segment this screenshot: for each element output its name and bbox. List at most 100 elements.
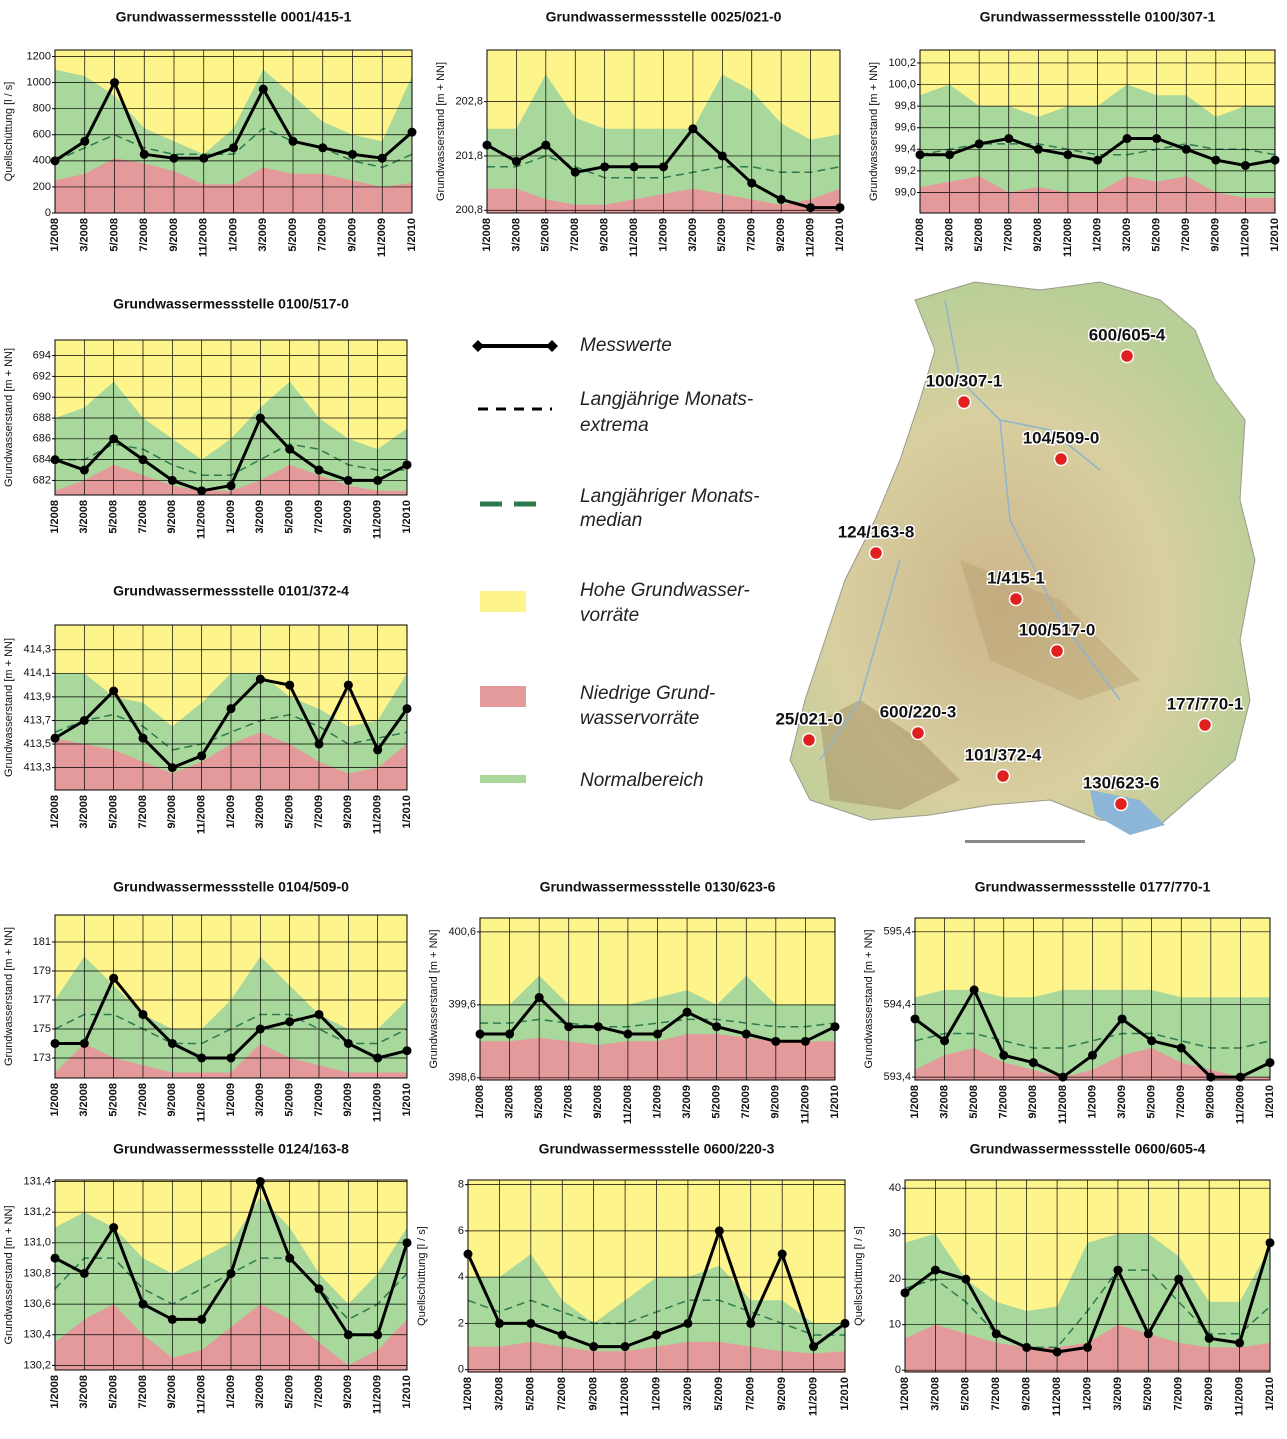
x-tick-label: 3/2008 xyxy=(943,218,955,252)
chart-title: Grundwassermessstelle 0600/605-4 xyxy=(970,1141,1206,1157)
measured-point xyxy=(747,179,756,188)
x-tick-label: 1/2010 xyxy=(1264,1377,1276,1411)
x-tick-label: 1/2008 xyxy=(49,795,61,829)
x-tick-label: 5/2009 xyxy=(711,1085,723,1119)
legend-label: Langjährige Monats- xyxy=(580,389,753,410)
x-tick-label: 11/2009 xyxy=(807,1377,819,1416)
measured-point xyxy=(600,162,609,171)
x-tick-label: 7/2008 xyxy=(137,1083,149,1117)
measured-point xyxy=(315,1010,324,1019)
measured-point xyxy=(809,1342,818,1351)
x-tick-label: 1/2008 xyxy=(481,218,493,252)
y-tick-label: 131,2 xyxy=(23,1206,51,1218)
x-tick-label: 11/2009 xyxy=(376,218,388,257)
measured-point xyxy=(229,143,238,152)
x-tick-label: 5/2008 xyxy=(108,795,120,829)
measured-point xyxy=(139,455,148,464)
measured-point xyxy=(344,476,353,485)
y-tick-label: 399,6 xyxy=(448,999,476,1011)
x-tick-label: 11/2009 xyxy=(1239,218,1251,257)
legend-label: wasservorräte xyxy=(580,708,699,729)
measured-point xyxy=(535,993,544,1002)
measured-point xyxy=(373,745,382,754)
measured-point xyxy=(1205,1334,1214,1343)
measured-point xyxy=(571,168,580,177)
y-tick-label: 682 xyxy=(33,474,51,486)
x-tick-label: 3/2008 xyxy=(78,1083,90,1117)
measured-point xyxy=(168,476,177,485)
x-tick-label: 9/2009 xyxy=(1210,218,1222,252)
chart: Grundwassermessstelle 0600/220-3Quellsch… xyxy=(416,1141,851,1416)
measured-point xyxy=(378,154,387,163)
x-tick-label: 7/2009 xyxy=(313,1083,325,1117)
x-tick-label: 11/2008 xyxy=(1057,1085,1069,1124)
scale-bar xyxy=(965,840,1085,843)
measured-point xyxy=(1113,1266,1122,1275)
x-tick-label: 5/2009 xyxy=(716,218,728,252)
x-tick-label: 11/2009 xyxy=(372,1083,384,1122)
x-tick-label: 1/2009 xyxy=(225,500,237,534)
page: MesswerteLangjährige Monats-extremaLangj… xyxy=(0,0,1287,1439)
chart: Grundwassermessstelle 0100/517-0Grundwas… xyxy=(3,296,413,539)
y-tick-label: 100,0 xyxy=(888,78,916,90)
measured-point xyxy=(256,675,265,684)
x-tick-label: 9/2008 xyxy=(168,218,180,252)
measured-point xyxy=(285,1254,294,1263)
measured-point xyxy=(80,466,89,475)
x-tick-label: 11/2009 xyxy=(372,795,384,834)
x-tick-label: 3/2008 xyxy=(938,1085,950,1119)
y-tick-label: 400 xyxy=(33,155,51,167)
x-tick-label: 11/2009 xyxy=(804,218,816,257)
x-tick-label: 3/2008 xyxy=(78,1375,90,1409)
y-tick-label: 130,8 xyxy=(23,1267,51,1279)
x-tick-label: 7/2009 xyxy=(1175,1085,1187,1119)
x-tick-label: 9/2009 xyxy=(346,218,358,252)
x-tick-label: 9/2009 xyxy=(342,795,354,829)
measured-point xyxy=(715,1226,724,1235)
measured-point xyxy=(505,1030,514,1039)
measured-point xyxy=(197,751,206,760)
station-dot xyxy=(958,396,971,409)
x-tick-label: 1/2009 xyxy=(1091,218,1103,252)
x-tick-label: 3/2009 xyxy=(254,1083,266,1117)
x-tick-label: 7/2009 xyxy=(313,1375,325,1409)
measured-point xyxy=(344,1039,353,1048)
measured-point xyxy=(771,1037,780,1046)
y-tick-label: 6 xyxy=(458,1225,464,1237)
station-dot xyxy=(1121,350,1134,363)
measured-point xyxy=(139,1300,148,1309)
measured-point xyxy=(688,124,697,133)
chart: Grundwassermessstelle 0177/770-1Grundwas… xyxy=(863,879,1276,1124)
x-tick-label: 1/2010 xyxy=(1269,218,1281,252)
measured-point xyxy=(109,687,118,696)
x-tick-label: 1/2008 xyxy=(462,1377,474,1411)
x-tick-label: 1/2009 xyxy=(225,795,237,829)
y-tick-label: 130,4 xyxy=(23,1329,51,1341)
x-tick-label: 11/2008 xyxy=(628,218,640,257)
y-tick-label: 99,0 xyxy=(895,186,916,198)
measured-point xyxy=(1029,1058,1038,1067)
x-tick-label: 5/2009 xyxy=(284,795,296,829)
x-tick-label: 3/2009 xyxy=(254,500,266,534)
measured-point xyxy=(1004,134,1013,143)
measured-point xyxy=(348,150,357,159)
station-label: 100/517-0 xyxy=(1019,620,1096,639)
x-tick-label: 3/2009 xyxy=(681,1085,693,1119)
station-label: 600/605-4 xyxy=(1089,325,1166,344)
y-tick-label: 99,8 xyxy=(895,100,916,112)
measured-point xyxy=(975,139,984,148)
measured-point xyxy=(1177,1044,1186,1053)
measured-point xyxy=(80,1269,89,1278)
x-tick-label: 11/2008 xyxy=(619,1377,631,1416)
y-tick-label: 0 xyxy=(45,207,51,219)
x-tick-label: 3/2009 xyxy=(1116,1085,1128,1119)
y-tick-label: 201,8 xyxy=(455,150,483,162)
x-tick-label: 5/2008 xyxy=(960,1377,972,1411)
legend-label: Hohe Grundwasser- xyxy=(580,580,750,601)
y-tick-label: 100,2 xyxy=(888,57,916,69)
measured-point xyxy=(110,78,119,87)
measured-point xyxy=(564,1022,573,1031)
x-tick-label: 5/2009 xyxy=(1151,218,1163,252)
measured-point xyxy=(1053,1347,1062,1356)
measured-point xyxy=(170,154,179,163)
